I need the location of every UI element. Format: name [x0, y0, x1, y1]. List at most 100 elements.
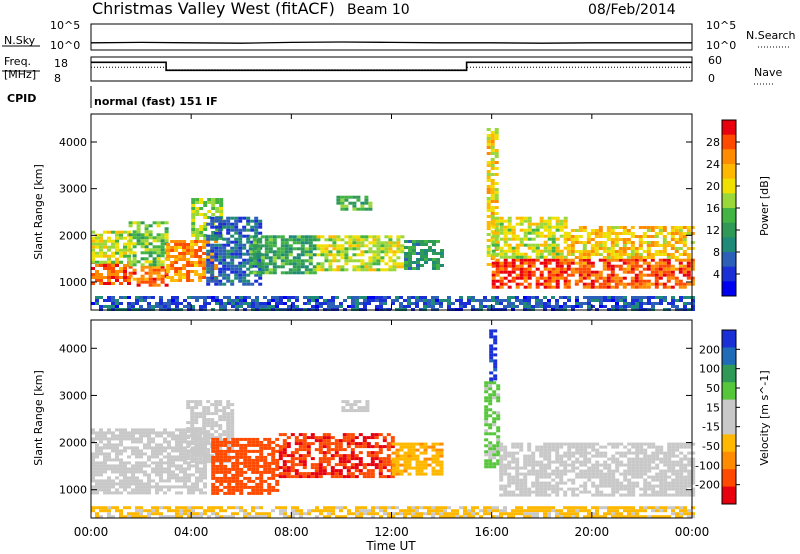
power-cell	[507, 264, 512, 268]
velocity-cell	[175, 467, 179, 471]
power-cell	[166, 270, 171, 273]
velocity-cell	[115, 443, 119, 447]
power-cell	[344, 256, 349, 260]
velocity-cell	[243, 446, 248, 450]
velocity-cell	[255, 476, 260, 480]
velocity-cell	[186, 406, 191, 410]
velocity-cell	[527, 445, 532, 449]
power-cell	[622, 276, 627, 280]
velocity-cell	[354, 457, 359, 461]
velocity-cell	[338, 472, 343, 476]
power-cell	[147, 305, 151, 308]
power-cell	[690, 232, 695, 235]
power-cell	[136, 227, 141, 231]
power-cell	[327, 299, 331, 302]
power-cell	[408, 267, 412, 270]
power-cell	[503, 237, 508, 241]
power-cell	[555, 305, 559, 308]
power-cell	[563, 276, 568, 280]
power-cell	[280, 262, 285, 266]
velocity-cell	[647, 484, 652, 488]
power-cell	[507, 249, 512, 253]
velocity-cell	[619, 451, 624, 455]
velocity-cell	[91, 485, 95, 489]
velocity-cell	[643, 463, 648, 467]
velocity-cell	[679, 442, 684, 446]
velocity-cell	[206, 448, 211, 452]
velocity-cell	[191, 515, 195, 519]
velocity-cell	[635, 442, 640, 446]
power-cell	[539, 261, 544, 265]
velocity-cell	[687, 478, 692, 482]
velocity-cell	[371, 506, 375, 510]
power-cell	[610, 273, 615, 277]
velocity-cell	[663, 454, 668, 458]
power-cell	[160, 251, 165, 255]
power-cell	[376, 235, 381, 239]
power-cell	[203, 299, 207, 302]
velocity-cell	[496, 384, 501, 388]
power-cell	[547, 243, 552, 247]
power-cell	[160, 239, 165, 243]
power-cell	[674, 256, 679, 259]
velocity-cell	[330, 466, 335, 470]
velocity-cell	[595, 448, 600, 452]
power-cell	[507, 285, 512, 289]
power-cell	[242, 261, 247, 265]
power-cell	[296, 247, 301, 251]
velocity-cell	[239, 485, 244, 489]
power-cell	[252, 262, 257, 266]
power-cell	[119, 296, 123, 299]
power-cell	[494, 137, 499, 140]
velocity-cell	[338, 475, 343, 479]
velocity-cell	[492, 450, 497, 454]
power-cell	[91, 282, 95, 285]
power-cell	[543, 240, 548, 244]
power-cell	[348, 247, 353, 251]
velocity-cell	[230, 448, 235, 452]
power-cell	[111, 299, 115, 302]
power-cell	[586, 267, 591, 271]
power-cell	[199, 234, 204, 237]
velocity-cell	[559, 475, 564, 479]
power-cell	[238, 237, 243, 241]
velocity-cell	[330, 448, 335, 452]
velocity-cell	[663, 484, 668, 488]
velocity-cell	[411, 512, 415, 516]
power-cell	[523, 302, 527, 305]
velocity-cell	[135, 449, 139, 453]
velocity-cell	[419, 445, 424, 449]
power-cell	[650, 282, 655, 286]
power-cell	[316, 235, 321, 239]
power-cell	[539, 222, 544, 226]
velocity-cell	[547, 481, 552, 485]
power-cell	[148, 242, 153, 246]
power-cell	[174, 279, 179, 282]
power-cell	[259, 305, 263, 308]
power-cell	[606, 273, 611, 277]
power-cell	[495, 258, 500, 262]
power-cell	[123, 270, 127, 273]
power-cell	[586, 258, 591, 262]
power-cell	[320, 262, 325, 266]
power-cell	[226, 264, 231, 268]
power-cell	[352, 201, 357, 205]
velocity-cell	[235, 467, 240, 471]
power-cell	[622, 229, 627, 232]
power-cell	[194, 255, 199, 258]
power-cell	[646, 241, 651, 244]
power-cell	[447, 302, 451, 305]
power-cell	[328, 250, 333, 254]
power-cell	[475, 299, 479, 302]
power-cell	[432, 267, 436, 270]
velocity-cell	[463, 509, 467, 513]
power-cell	[356, 238, 361, 242]
power-cell	[254, 228, 259, 232]
power-cell	[206, 222, 211, 226]
velocity-cell	[615, 490, 620, 494]
power-cell	[144, 251, 149, 255]
power-cell	[182, 243, 187, 246]
velocity-cell	[251, 461, 256, 465]
power-cell	[183, 299, 187, 302]
power-cell	[515, 267, 520, 271]
